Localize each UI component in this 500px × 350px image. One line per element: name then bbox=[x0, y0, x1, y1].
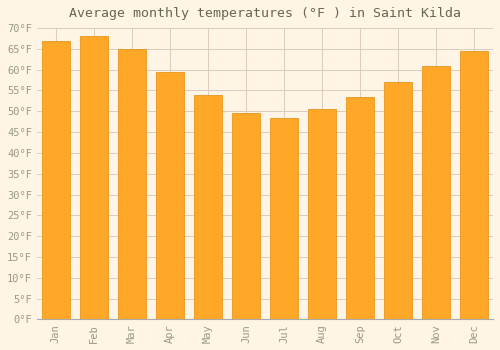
Bar bbox=[194, 94, 222, 320]
Title: Average monthly temperatures (°F ) in Saint Kilda: Average monthly temperatures (°F ) in Sa… bbox=[69, 7, 461, 20]
Bar bbox=[422, 65, 450, 320]
Bar bbox=[156, 72, 184, 320]
Bar bbox=[384, 82, 411, 320]
Bar bbox=[270, 118, 297, 320]
Bar bbox=[308, 109, 336, 320]
Bar bbox=[460, 51, 487, 320]
Bar bbox=[118, 49, 146, 320]
Bar bbox=[42, 41, 70, 320]
Bar bbox=[346, 97, 374, 320]
Bar bbox=[232, 113, 260, 320]
Bar bbox=[80, 36, 108, 320]
